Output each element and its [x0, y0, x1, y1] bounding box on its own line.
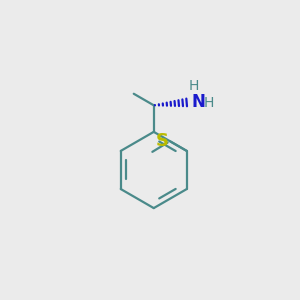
Text: H: H — [189, 80, 199, 93]
Text: S: S — [156, 133, 169, 151]
Text: H: H — [203, 96, 214, 110]
Text: N: N — [191, 93, 205, 111]
